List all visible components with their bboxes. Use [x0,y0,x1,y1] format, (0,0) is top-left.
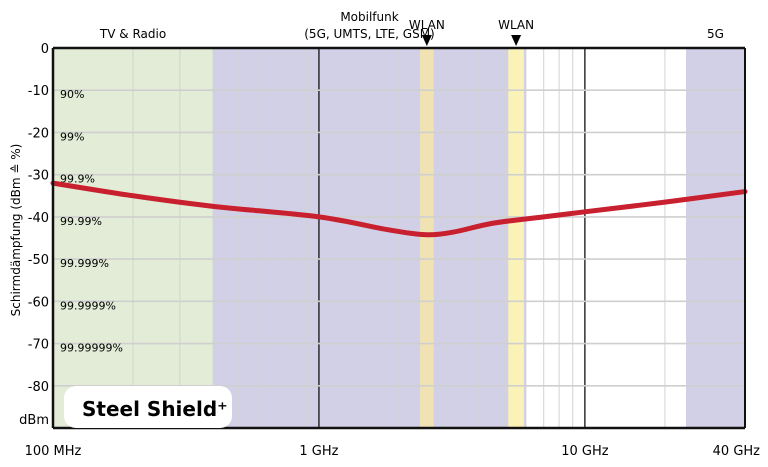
y-tick-label: 0 [41,42,49,57]
percent-label: 99.99% [60,215,102,228]
percent-labels: 90% 99% 99.9% 99.99% 99.999% 99.9999% 99.99999… [60,88,123,354]
band-wlan-24 [420,48,434,428]
percent-label: 99.9999% [60,299,116,312]
percent-label: 90% [60,88,84,101]
band-label-tv-radio: TV & Radio [99,27,166,41]
y-tick-label: -70 [28,338,49,353]
axes: 0 -10 -20 -30 -40 -50 -60 -70 -80 dBm Schirmdämpfu… [9,42,760,459]
y-tick-label: -80 [28,380,49,395]
product-name: Steel Shield⁺ [82,397,228,421]
band-mobilfunk [213,48,526,428]
band-label-wlan-5: WLAN [498,18,534,32]
series-lines [50,180,748,238]
x-tick-label: 1 GHz [299,444,338,459]
percent-label: 99.99999% [60,342,123,355]
x-tick-label: 100 MHz [25,444,82,459]
y-tick-label: -50 [28,253,49,268]
percent-label: 99.999% [60,257,109,270]
y-axis-label: Schirmdämpfung (dBm ≙ %) [9,144,23,317]
x-tick-label: 40 GHz [713,444,761,459]
band-label-mobilfunk: Mobilfunk [340,10,398,24]
band-5g-mmwave [686,48,745,428]
y-tick-label: -40 [28,211,49,226]
band-marker-wlan-5 [511,35,522,46]
percent-label: 99% [60,130,84,143]
y-unit-label: dBm [19,413,49,428]
band-label-wlan-24: WLAN [409,18,445,32]
y-tick-label: -20 [28,126,49,141]
y-tick-label: -30 [28,169,49,184]
annotation-box-bg [64,386,232,428]
y-tick-label: -60 [28,295,49,310]
series-line [50,180,748,238]
band-wlan-5 [508,48,524,428]
band-label-mobilfunk: (5G, UMTS, LTE, GSM) [304,27,434,41]
percent-label: 99.9% [60,173,95,186]
annotation-box: Steel Shield⁺ [64,386,232,428]
band-label-5g-mmwave: 5G [707,27,724,41]
y-tick-label: -10 [28,84,49,99]
x-tick-label: 10 GHz [561,444,609,459]
band-marker-wlan-24 [421,35,432,46]
